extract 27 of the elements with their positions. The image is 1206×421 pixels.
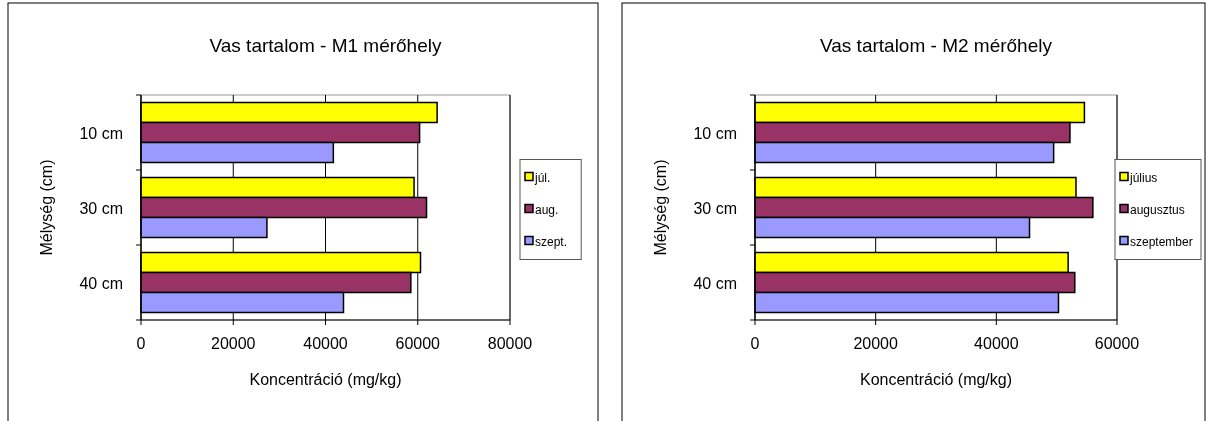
x-tick-label: 40000 [303, 335, 348, 352]
y-tick-label: 40 cm [693, 274, 737, 292]
y-axis-title: Mélység (cm) [38, 159, 55, 256]
x-tick-label: 0 [136, 335, 146, 352]
y-tick-label: 10 cm [79, 124, 123, 142]
x-tick-label: 40000 [974, 335, 1019, 352]
y-tick-label: 10 cm [693, 124, 737, 142]
legend-label: júl. [534, 170, 551, 185]
legend-label: aug. [535, 202, 559, 217]
x-tick-label: 0 [750, 335, 760, 352]
legend-label: szeptember [1130, 234, 1193, 249]
x-tick-label: 60000 [1094, 335, 1140, 352]
legend-label: szept. [535, 234, 568, 249]
chart-title: Vas tartalom - M1 mérőhely [209, 35, 442, 56]
y-tick-label: 40 cm [79, 274, 123, 292]
x-tick-label: 20000 [211, 335, 256, 352]
x-tick-label: 20000 [853, 335, 899, 352]
x-tick-label: 60000 [395, 335, 441, 352]
legend-label: augusztus [1130, 202, 1185, 217]
legend-label: július [1129, 170, 1158, 185]
y-tick-label: 30 cm [79, 199, 123, 217]
x-axis-title: Koncentráció (mg/kg) [249, 371, 402, 388]
chart-title: Vas tartalom - M2 mérőhely [820, 35, 1053, 56]
y-axis-title: Mélység (cm) [652, 159, 669, 256]
y-tick-label: 30 cm [693, 199, 737, 217]
x-tick-label: 80000 [487, 335, 533, 352]
x-axis-title: Koncentráció (mg/kg) [859, 371, 1013, 388]
